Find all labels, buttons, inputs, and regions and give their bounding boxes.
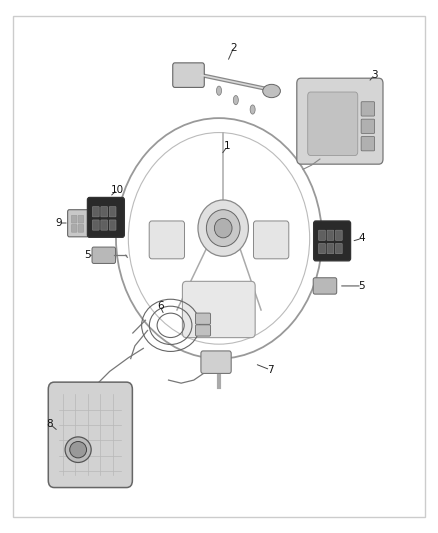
FancyBboxPatch shape [336, 230, 342, 240]
FancyBboxPatch shape [361, 102, 374, 116]
FancyBboxPatch shape [297, 78, 383, 164]
Ellipse shape [214, 219, 232, 238]
Ellipse shape [198, 200, 248, 256]
Ellipse shape [250, 105, 255, 114]
Text: 2: 2 [230, 43, 237, 53]
FancyBboxPatch shape [319, 230, 325, 240]
FancyBboxPatch shape [101, 207, 108, 217]
Text: 1: 1 [224, 141, 231, 151]
FancyBboxPatch shape [361, 136, 374, 151]
Ellipse shape [206, 209, 240, 247]
FancyBboxPatch shape [313, 278, 337, 294]
Ellipse shape [65, 437, 91, 463]
FancyBboxPatch shape [254, 221, 289, 259]
Ellipse shape [216, 86, 222, 95]
FancyBboxPatch shape [67, 209, 88, 237]
FancyBboxPatch shape [71, 224, 77, 232]
FancyBboxPatch shape [182, 281, 255, 337]
FancyBboxPatch shape [92, 220, 99, 230]
FancyBboxPatch shape [308, 92, 358, 156]
FancyBboxPatch shape [92, 207, 99, 217]
FancyBboxPatch shape [78, 215, 84, 223]
Text: 8: 8 [47, 419, 53, 429]
FancyBboxPatch shape [327, 244, 334, 254]
FancyBboxPatch shape [78, 224, 84, 232]
Text: 5: 5 [359, 281, 365, 291]
FancyBboxPatch shape [336, 244, 342, 254]
Text: 9: 9 [55, 218, 62, 228]
Text: 7: 7 [267, 365, 274, 375]
FancyBboxPatch shape [48, 382, 132, 488]
Text: 6: 6 [157, 301, 163, 311]
FancyBboxPatch shape [149, 221, 184, 259]
FancyBboxPatch shape [195, 313, 211, 324]
FancyBboxPatch shape [327, 230, 334, 240]
FancyBboxPatch shape [101, 220, 108, 230]
FancyBboxPatch shape [88, 197, 124, 237]
FancyBboxPatch shape [109, 220, 116, 230]
Ellipse shape [263, 84, 280, 98]
Text: 10: 10 [111, 185, 124, 195]
FancyBboxPatch shape [319, 244, 325, 254]
Ellipse shape [70, 441, 87, 458]
FancyBboxPatch shape [173, 63, 204, 87]
Text: 3: 3 [371, 70, 378, 79]
FancyBboxPatch shape [92, 247, 116, 263]
FancyBboxPatch shape [195, 325, 211, 336]
FancyBboxPatch shape [109, 207, 116, 217]
FancyBboxPatch shape [71, 215, 77, 223]
FancyBboxPatch shape [314, 221, 350, 261]
Text: 5: 5 [85, 250, 91, 260]
FancyBboxPatch shape [361, 119, 374, 133]
FancyBboxPatch shape [201, 351, 231, 374]
Ellipse shape [233, 95, 238, 104]
Text: 4: 4 [359, 233, 365, 244]
